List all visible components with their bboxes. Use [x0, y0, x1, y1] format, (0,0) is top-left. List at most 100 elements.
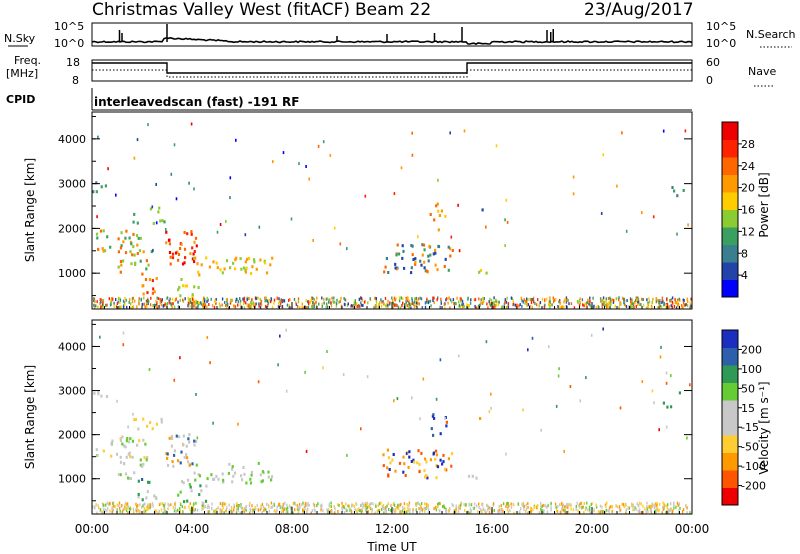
heatmap-cell: [157, 210, 160, 214]
heatmap-cell: [387, 456, 390, 460]
heatmap-cell-sparse: [229, 176, 232, 180]
heatmap-cell-ground: [385, 509, 387, 513]
heatmap-cell-ground: [320, 504, 322, 508]
heatmap-cell-ground: [385, 511, 387, 515]
heatmap-cell-ground: [458, 300, 460, 304]
heatmap-cell: [261, 479, 264, 483]
heatmap-cell-ground: [93, 303, 95, 307]
heatmap-cell-ground: [686, 506, 688, 510]
heatmap-cell-ground: [490, 298, 493, 302]
heatmap-cell: [394, 262, 397, 266]
heatmap-cell-sparse: [195, 393, 197, 396]
heatmap-cell-ground: [111, 506, 114, 510]
heatmap-cell: [193, 443, 196, 447]
heatmap-cell-sparse: [188, 181, 190, 185]
heatmap-cell-sparse: [346, 453, 348, 457]
heatmap-cell-ground: [480, 298, 482, 302]
heatmap-cell: [233, 471, 237, 475]
heatmap-cell-ground: [555, 505, 557, 509]
heatmap-cell: [179, 461, 182, 465]
heatmap-cell: [424, 475, 427, 479]
heatmap-cell-ground: [109, 303, 112, 307]
heatmap-cell-ground: [313, 503, 316, 507]
heatmap-cell-ground: [116, 302, 119, 305]
heatmap-cell: [249, 481, 253, 485]
heatmap-cell-ground: [677, 302, 680, 306]
heatmap-cell-ground: [459, 305, 462, 309]
heatmap-cell-ground: [244, 506, 246, 510]
heatmap-cell-sparse: [133, 156, 136, 160]
heatmap-cell-sparse: [346, 247, 348, 251]
heatmap-cell: [102, 249, 105, 253]
heatmap-cell: [171, 252, 175, 256]
heatmap-cell-ground: [676, 300, 679, 304]
heatmap-cell-ground: [525, 507, 528, 511]
heatmap-cell-ground: [154, 303, 156, 307]
heatmap-cell: [265, 271, 269, 275]
heatmap-cell-sparse: [173, 378, 176, 382]
heatmap-cell-ground: [132, 507, 135, 511]
heatmap-cell-ground: [621, 296, 624, 300]
heatmap-cell-sparse: [522, 408, 524, 412]
heatmap-cell-ground: [533, 300, 535, 304]
heatmap-cell-ground: [330, 501, 332, 505]
heatmap-cell-ground: [255, 302, 258, 306]
heatmap-cell: [443, 265, 446, 268]
heatmap-cell: [673, 189, 676, 193]
heatmap-cell: [173, 449, 176, 453]
velocity-panel-frame: [91, 319, 693, 515]
heatmap-cell-sparse: [360, 427, 362, 431]
heatmap-cell-ground: [482, 296, 484, 300]
heatmap-cell-ground: [429, 299, 432, 303]
heatmap-cell: [145, 496, 148, 500]
heatmap-cell-ground: [364, 507, 367, 510]
heatmap-cell-sparse: [175, 197, 178, 201]
heatmap-cell-ground: [397, 503, 399, 507]
heatmap-cell-ground: [360, 503, 362, 507]
heatmap-cell-ground: [671, 300, 674, 304]
heatmap-cell-ground: [304, 507, 306, 511]
heatmap-cell-ground: [386, 304, 388, 308]
heatmap-cell-ground: [636, 300, 639, 304]
power-colorbar-tick-label: 12: [741, 225, 755, 238]
heatmap-cell-ground: [585, 303, 588, 307]
heatmap-cell-ground: [225, 298, 228, 302]
heatmap-cell-ground: [581, 505, 583, 509]
power-ytick-label: 4000: [58, 133, 86, 146]
heatmap-cell-sparse: [155, 183, 157, 186]
heatmap-cell-sparse: [122, 343, 125, 347]
heatmap-cell-ground: [400, 509, 403, 513]
heatmap-cell-ground: [161, 298, 163, 302]
heatmap-cell-ground: [204, 303, 206, 307]
heatmap-cell-ground: [405, 296, 407, 300]
heatmap-cell: [137, 236, 140, 240]
heatmap-cell: [123, 444, 126, 448]
heatmap-cell-ground: [305, 502, 307, 506]
heatmap-cell-ground: [468, 511, 470, 515]
heatmap-cell-ground: [642, 298, 644, 301]
heatmap-cell: [177, 493, 180, 497]
heatmap-cell-ground: [411, 302, 413, 306]
heatmap-cell-ground: [460, 503, 462, 507]
heatmap-cell-ground: [509, 509, 511, 512]
heatmap-cell-sparse: [127, 425, 129, 429]
heatmap-cell: [131, 455, 134, 459]
heatmap-cell-ground: [160, 508, 163, 512]
heatmap-cell-ground: [671, 305, 673, 309]
heatmap-cell-ground: [98, 506, 100, 510]
heatmap-cell-ground: [143, 507, 146, 510]
heatmap-cell: [142, 417, 145, 421]
heatmap-cell-ground: [278, 297, 280, 301]
heatmap-cell-ground: [112, 508, 114, 512]
heatmap-cell-ground: [155, 305, 157, 309]
heatmap-cell-sparse: [405, 452, 408, 456]
heatmap-cell-ground: [215, 298, 217, 301]
heatmap-cell-sparse: [326, 350, 328, 353]
heatmap-cell: [682, 189, 685, 192]
heatmap-cell-ground: [540, 501, 542, 505]
heatmap-cell: [449, 247, 452, 251]
heatmap-cell-ground: [375, 505, 377, 508]
heatmap-cell-ground: [157, 511, 159, 515]
heatmap-cell-ground: [577, 301, 579, 305]
heatmap-cell-sparse: [244, 233, 247, 237]
